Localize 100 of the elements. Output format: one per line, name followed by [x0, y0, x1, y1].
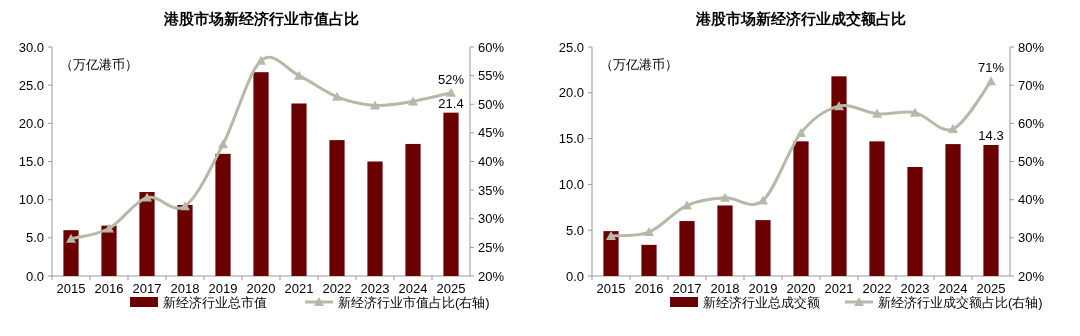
y2-tick-label: 45% — [478, 125, 505, 141]
y-tick-label: 10.0 — [18, 192, 44, 208]
x-tick-label: 2022 — [322, 281, 352, 296]
chart-title: 港股市场新经济行业成交额占比 — [695, 10, 906, 27]
bar — [793, 141, 809, 276]
y2-tick-label: 20% — [1018, 268, 1045, 284]
bar — [679, 221, 695, 276]
y2-tick-label: 80% — [1018, 39, 1045, 55]
x-tick-label: 2023 — [900, 281, 930, 296]
x-tick-label: 2019 — [748, 281, 778, 296]
y-tick-label: 5.0 — [25, 230, 44, 246]
x-tick-label: 2025 — [436, 281, 466, 296]
x-tick-label: 2023 — [360, 281, 390, 296]
bar — [755, 220, 771, 276]
legend-label: 新经济行业总市值 — [163, 295, 267, 310]
y2-tick-label: 30% — [478, 211, 505, 227]
y2-tick-label: 40% — [1018, 192, 1045, 208]
point — [948, 124, 958, 134]
y-tick-label: 20.0 — [558, 85, 584, 101]
point — [370, 100, 380, 110]
x-tick-label: 2018 — [710, 281, 740, 296]
x-tick-label: 2015 — [596, 281, 626, 296]
chart-title: 港股市场新经济行业市值占比 — [162, 10, 359, 27]
y2-tick-label: 30% — [1018, 230, 1045, 246]
annotation: （万亿港币） — [60, 57, 138, 72]
point — [986, 76, 996, 86]
bar — [291, 103, 307, 276]
bar — [603, 231, 619, 276]
point — [834, 101, 844, 111]
data-label: 52% — [437, 71, 465, 87]
x-tick-label: 2017 — [132, 281, 162, 296]
y2-tick-label: 35% — [478, 182, 505, 198]
bar — [907, 167, 923, 276]
y2-tick-label: 60% — [1018, 115, 1045, 131]
y2-tick-label: 60% — [478, 39, 505, 55]
y2-tick-label: 25% — [478, 239, 505, 255]
x-tick-label: 2024 — [938, 281, 968, 296]
bar — [63, 230, 79, 276]
point — [218, 139, 228, 149]
point — [606, 230, 616, 240]
legend-label: 新经济行业市值占比(右轴) — [338, 295, 490, 310]
y2-tick-label: 50% — [478, 96, 505, 112]
point — [910, 107, 920, 117]
bar — [443, 112, 459, 276]
bar — [177, 205, 193, 276]
point — [872, 108, 882, 118]
x-tick-label: 2018 — [170, 281, 200, 296]
y-tick-label: 10.0 — [558, 176, 584, 192]
y-tick-label: 20.0 — [18, 115, 44, 131]
x-tick-label: 2015 — [56, 281, 86, 296]
y-tick-label: 25.0 — [558, 39, 584, 55]
bar — [367, 161, 383, 276]
bar — [405, 143, 421, 276]
y-tick-label: 0.0 — [565, 268, 584, 284]
point — [256, 55, 266, 65]
point — [796, 127, 806, 137]
x-tick-label: 2016 — [634, 281, 664, 296]
point — [66, 233, 76, 243]
y-tick-label: 30.0 — [18, 39, 44, 55]
bar — [641, 244, 657, 276]
x-tick-label: 2021 — [284, 281, 314, 296]
y2-tick-label: 20% — [478, 268, 505, 284]
y2-tick-label: 55% — [478, 68, 505, 84]
y2-tick-label: 50% — [1018, 154, 1045, 169]
bar — [717, 205, 733, 276]
bar — [253, 72, 269, 276]
bar — [983, 145, 999, 276]
bar — [101, 225, 117, 276]
point — [294, 70, 304, 80]
x-tick-label: 2020 — [786, 281, 816, 296]
legend-label: 新经济行业总成交额 — [703, 295, 820, 310]
point — [180, 201, 190, 211]
x-tick-label: 2024 — [398, 281, 428, 296]
data-label: 14.3 — [978, 128, 1004, 144]
y-tick-label: 15.0 — [18, 154, 44, 169]
bar — [329, 140, 345, 276]
x-tick-label: 2020 — [246, 281, 276, 296]
x-tick-label: 2019 — [208, 281, 238, 296]
y-tick-label: 0.0 — [25, 268, 44, 284]
point — [644, 227, 654, 237]
bar — [831, 76, 847, 276]
x-tick-label: 2017 — [672, 281, 702, 296]
legend-label: 新经济行业成交额占比(右轴) — [878, 295, 1043, 310]
x-tick-label: 2021 — [824, 281, 854, 296]
bar — [139, 192, 155, 276]
point — [408, 96, 418, 106]
y-tick-label: 5.0 — [565, 222, 584, 238]
bar — [869, 141, 885, 276]
x-tick-label: 2025 — [976, 281, 1006, 296]
y-tick-label: 25.0 — [18, 77, 44, 93]
data-label: 71% — [977, 60, 1005, 76]
point — [446, 87, 456, 97]
point — [142, 192, 152, 202]
y2-tick-label: 70% — [1018, 77, 1045, 93]
y-tick-label: 15.0 — [558, 131, 584, 147]
point — [682, 200, 692, 210]
x-tick-label: 2016 — [94, 281, 124, 296]
data-label: 21.4 — [438, 95, 464, 111]
point — [332, 91, 342, 101]
bar — [945, 144, 961, 276]
